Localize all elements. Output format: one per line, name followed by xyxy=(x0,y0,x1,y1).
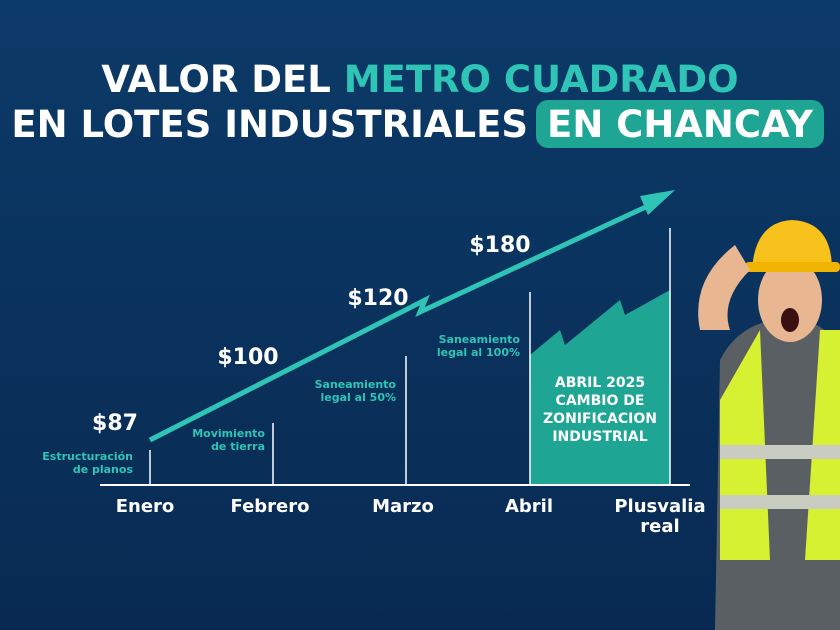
highlight-line: ZONIFICACION xyxy=(543,411,657,427)
title-badge-text: EN CHANCAY xyxy=(547,103,814,146)
title-badge xyxy=(536,100,824,148)
face xyxy=(758,258,822,342)
price-label: $180 xyxy=(469,233,530,258)
note: de planos xyxy=(73,463,134,476)
arm xyxy=(698,245,750,330)
note: legal al 100% xyxy=(437,346,520,359)
title-white: VALOR DEL xyxy=(101,58,330,101)
highlight-line: CAMBIO DE xyxy=(556,393,645,409)
note: Movimiento xyxy=(192,427,265,440)
hard-hat xyxy=(752,220,832,270)
title-line-1: VALOR DEL METRO CUADRADO xyxy=(101,58,738,101)
final-label: Plusvalia xyxy=(614,496,705,517)
price-label: $120 xyxy=(347,286,408,311)
highlight-line: INDUSTRIAL xyxy=(552,429,647,445)
month-label: Enero xyxy=(116,496,175,517)
highlight-text: ABRIL 2025 CAMBIO DE ZONIFICACION INDUSTRIA… xyxy=(543,375,657,445)
vest-stripe xyxy=(720,495,840,509)
final-label: real xyxy=(640,516,679,537)
month-label: Abril xyxy=(505,496,553,517)
title-accent: METRO CUADRADO xyxy=(344,58,739,101)
note: legal al 50% xyxy=(321,391,396,404)
growth-arrow xyxy=(148,202,652,443)
month-label: Febrero xyxy=(231,496,310,517)
note: de tierra xyxy=(211,440,265,453)
mouth xyxy=(781,308,799,332)
vest-stripe xyxy=(720,445,840,459)
price-label: $87 xyxy=(92,411,138,436)
title-line-2: EN LOTES INDUSTRIALES xyxy=(11,103,528,146)
month-label: Marzo xyxy=(372,496,434,517)
price-label: $100 xyxy=(217,345,278,370)
hat-brim xyxy=(745,262,840,272)
note: Estructuración xyxy=(42,450,133,463)
note: Saneamiento xyxy=(315,378,397,391)
arrow-head xyxy=(640,190,675,215)
note: Saneamiento xyxy=(439,333,521,346)
highlight-box xyxy=(530,290,670,485)
highlight-line: ABRIL 2025 xyxy=(555,375,645,391)
worker xyxy=(698,220,840,630)
